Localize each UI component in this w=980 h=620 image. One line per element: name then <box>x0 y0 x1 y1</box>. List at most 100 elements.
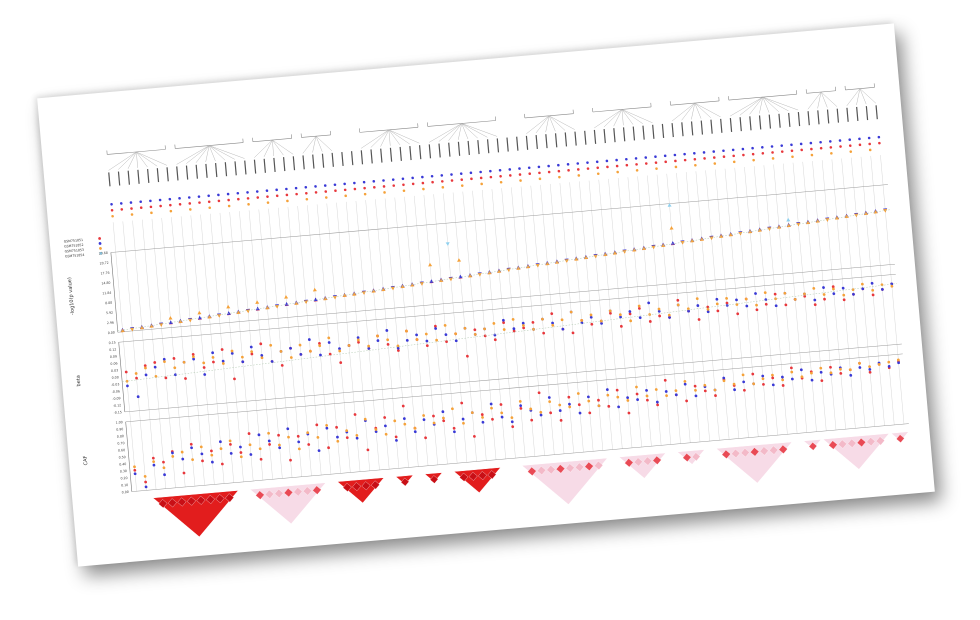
genotype-dot <box>187 196 191 199</box>
beta-point <box>542 331 546 335</box>
caf-point <box>645 388 648 392</box>
genotype-dot <box>450 179 454 182</box>
genotype-dot <box>712 156 716 159</box>
y-axis-label: beta <box>75 375 82 387</box>
caf-point <box>162 466 166 470</box>
beta-point <box>126 384 129 388</box>
snp-connector <box>762 97 770 113</box>
genotype-dot <box>722 149 725 153</box>
genotype-dot <box>247 203 250 206</box>
snp-connector <box>549 115 575 130</box>
snp-connector <box>108 151 137 171</box>
genotype-dot <box>130 207 133 210</box>
caf-point <box>664 390 668 393</box>
snp-id-stub <box>739 117 742 132</box>
genotype-dot <box>139 206 143 210</box>
score-point <box>669 225 674 230</box>
genotype-dot <box>800 148 803 152</box>
genotype-dot <box>441 180 444 183</box>
genotype-dot <box>868 142 871 146</box>
ld-cell <box>546 465 556 475</box>
score-point <box>497 269 502 273</box>
snp-id-stub <box>642 125 645 140</box>
beta-point <box>871 293 875 297</box>
beta-point <box>764 298 768 302</box>
caf-point <box>267 439 271 443</box>
beta-point <box>184 377 187 380</box>
score-point <box>458 274 463 279</box>
caf-point <box>761 377 765 381</box>
beta-point <box>600 321 603 325</box>
beta-point <box>483 334 487 338</box>
genotype-dot <box>383 191 386 194</box>
snp-id-stub <box>448 142 451 157</box>
column-gridline <box>540 184 565 454</box>
beta-point <box>501 318 505 322</box>
snp-connector <box>749 97 763 115</box>
genotype-dot <box>353 187 357 191</box>
caf-point <box>752 382 756 386</box>
panel-border <box>117 263 895 333</box>
genotype-dot <box>217 193 220 197</box>
beta-point <box>425 344 429 348</box>
genotype-dot <box>236 191 240 195</box>
snp-id-stub <box>525 135 529 150</box>
caf-point <box>605 388 609 391</box>
genotype-dot <box>547 170 551 174</box>
beta-point <box>735 298 738 302</box>
beta-point <box>445 340 448 344</box>
ld-cell <box>769 445 779 455</box>
snp-id-stub <box>690 121 694 136</box>
beta-point <box>609 311 612 315</box>
score-point <box>226 311 231 315</box>
ld-cell <box>429 475 439 484</box>
genotype-dot <box>761 152 765 155</box>
beta-point <box>686 307 690 311</box>
snp-connector <box>681 102 695 121</box>
caf-point <box>810 378 814 382</box>
genotype-dot <box>596 166 600 170</box>
snp-id-stub <box>205 163 208 178</box>
beta-point <box>676 298 680 302</box>
snp-connector <box>315 136 323 152</box>
caf-point <box>383 416 387 419</box>
beta-point <box>154 375 158 378</box>
genotype-dot <box>353 181 356 185</box>
score-point <box>748 229 753 234</box>
snp-connector <box>859 88 867 105</box>
column-gridline <box>501 188 526 458</box>
beta-point <box>637 304 641 308</box>
beta-point <box>492 322 496 325</box>
genotype-dot <box>508 174 512 177</box>
y-tick-label: 0.03 <box>111 368 118 373</box>
caf-point <box>694 394 698 398</box>
snp-id-stub <box>137 169 140 184</box>
column-gridline <box>802 161 827 431</box>
caf-point <box>810 371 813 375</box>
y-tick-label: 0.06 <box>110 361 117 366</box>
caf-point <box>858 361 861 365</box>
beta-point <box>715 302 719 306</box>
genotype-dot <box>810 153 814 157</box>
snp-id-stub <box>117 171 121 186</box>
beta-point <box>339 361 343 364</box>
caf-point <box>325 423 329 427</box>
genotype-dot <box>731 148 735 152</box>
ld-cell <box>158 499 168 509</box>
caf-point <box>133 465 136 469</box>
score-point <box>445 242 450 246</box>
beta-point <box>356 336 360 340</box>
genotype-dot <box>625 157 628 161</box>
caf-point <box>819 370 823 374</box>
genotype-dot <box>838 139 842 142</box>
snp-connector <box>388 129 401 146</box>
snp-id-stub <box>545 134 548 149</box>
snp-connector <box>621 109 634 125</box>
y-tick-label: 14.80 <box>101 281 110 286</box>
snp-id-stub <box>875 105 878 120</box>
genotype-dot <box>790 143 793 147</box>
ld-cell <box>312 485 322 495</box>
snp-id-stub <box>312 154 315 169</box>
caf-point <box>171 455 175 458</box>
caf-point <box>567 395 571 399</box>
